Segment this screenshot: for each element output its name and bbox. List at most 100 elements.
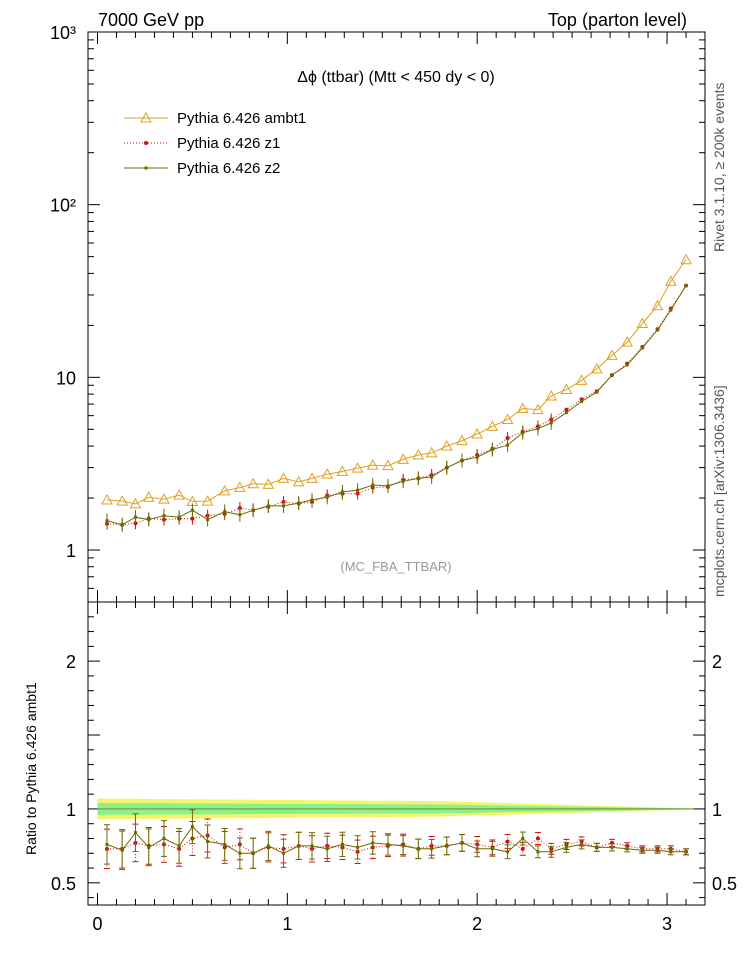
legend-label-z2: Pythia 6.426 z2	[177, 160, 280, 177]
ratio-point-z2	[475, 847, 479, 851]
point-ambt1	[306, 472, 318, 483]
point-ambt1	[366, 459, 379, 470]
ratio-point-z2	[506, 850, 510, 854]
point-ambt1	[397, 453, 409, 464]
ratio-point-z2	[325, 847, 329, 851]
ratio-point-z2	[386, 842, 390, 846]
point-ambt1	[486, 420, 499, 431]
y-tick-label: 10²	[50, 196, 76, 216]
y-tick-label: 10	[56, 368, 76, 388]
ratio-y-tick-label: 0.5	[51, 874, 76, 894]
point-z2	[640, 346, 644, 350]
ratio-y-tick-label: 2	[66, 652, 76, 672]
ratio-point-z2	[190, 825, 194, 829]
ratio-point-z2	[401, 844, 405, 848]
ratio-point-z2	[206, 839, 210, 843]
point-z2	[625, 363, 629, 367]
ratio-point-z2	[120, 848, 124, 852]
point-ambt1	[516, 402, 529, 414]
point-ambt1	[129, 497, 142, 509]
point-ambt1	[336, 465, 349, 476]
ratio-point-z1	[520, 846, 525, 851]
ratio-plot-frame	[87, 601, 706, 906]
ratio-point-z2	[282, 851, 286, 855]
ratio-point-z2	[251, 851, 255, 855]
ratio-line-1	[106, 825, 686, 854]
ratio-point-z2	[430, 847, 434, 851]
point-ambt1	[158, 493, 170, 504]
ratio-point-z2	[684, 850, 688, 854]
ratio-point-z2	[416, 847, 420, 851]
point-ambt1	[234, 481, 246, 493]
point-ambt1	[545, 389, 558, 401]
legend-label-z1: Pythia 6.426 z1	[177, 135, 280, 152]
ratio-point-z2	[297, 844, 301, 848]
point-z2	[669, 308, 673, 312]
ratio-y-tick-label-right: 0.5	[712, 874, 737, 894]
ratio-point-z2	[610, 845, 614, 849]
ratio-point-z1	[505, 839, 510, 844]
y-tick-label: 10³	[50, 23, 76, 43]
point-ambt1	[501, 413, 514, 425]
x-tick-label: 3	[662, 914, 672, 934]
ratio-point-z2	[549, 850, 553, 854]
legend-label-ambt1: Pythia 6.426 ambt1	[177, 110, 306, 127]
ratio-point-z2	[310, 844, 314, 848]
ratio-point-z2	[162, 836, 166, 840]
point-ambt1	[425, 446, 438, 458]
point-ambt1	[247, 477, 260, 489]
point-ambt1	[636, 317, 649, 329]
point-ambt1	[142, 491, 155, 502]
point-z2	[684, 284, 688, 288]
point-z2	[564, 411, 568, 415]
ratio-point-z2	[460, 841, 464, 845]
point-z2	[595, 390, 599, 394]
legend-entry-z1: Pythia 6.426 z1	[124, 135, 280, 152]
ratio-point-z2	[656, 848, 660, 852]
point-ambt1	[218, 484, 231, 496]
x-tick-label: 0	[92, 914, 102, 934]
point-z2	[656, 328, 660, 332]
point-ambt1	[262, 478, 275, 489]
series-line-2	[106, 285, 687, 526]
point-ambt1	[201, 495, 214, 506]
point-ambt1	[382, 459, 394, 471]
point-z2	[580, 399, 584, 403]
ratio-point-z2	[445, 844, 449, 848]
ratio-point-z2	[521, 836, 525, 840]
ratio-point-z2	[133, 831, 137, 835]
point-ambt1	[116, 495, 129, 506]
point-ambt1	[575, 374, 588, 385]
ratio-point-z2	[266, 844, 270, 848]
point-ambt1	[277, 472, 290, 483]
plot-title: Δϕ (ttbar) (Mtt < 450 dy < 0)	[297, 69, 495, 86]
ratio-point-z2	[595, 845, 599, 849]
ratio-point-z2	[223, 842, 227, 846]
point-ambt1	[590, 362, 603, 374]
point-ambt1	[621, 336, 634, 347]
point-ambt1	[101, 493, 113, 505]
ratio-point-z1	[535, 836, 540, 841]
point-z1	[564, 407, 569, 412]
ratio-ylabel: Ratio to Pythia 6.426 ambt1	[23, 682, 39, 855]
point-z2	[610, 373, 614, 377]
ratio-point-z2	[177, 844, 181, 848]
point-ambt1	[606, 349, 618, 360]
point-ambt1	[532, 403, 544, 415]
ratio-point-z2	[625, 847, 629, 851]
ratio-point-z2	[371, 841, 375, 845]
ratio-point-z2	[490, 847, 494, 851]
ratio-point-z2	[340, 842, 344, 846]
point-ambt1	[560, 383, 573, 395]
ratio-point-z2	[356, 845, 360, 849]
analysis-tag: (MC_FBA_TTBAR)	[340, 559, 451, 574]
ratio-point-z2	[640, 848, 644, 852]
ratio-point-z2	[147, 845, 151, 849]
ratio-point-z2	[536, 850, 540, 854]
point-ambt1	[351, 462, 364, 473]
ratio-point-z2	[564, 845, 568, 849]
ratio-y-tick-label: 1	[66, 800, 76, 820]
point-ambt1	[412, 448, 425, 460]
ratio-point-z2	[238, 851, 242, 855]
